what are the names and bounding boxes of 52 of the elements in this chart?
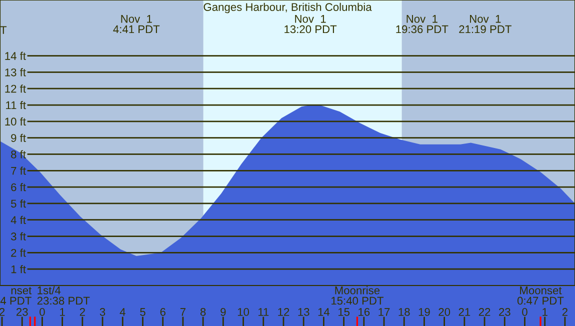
y-tick-label: 5 ft: [11, 199, 26, 208]
chart-title: Ganges Harbour, British Columbia: [204, 2, 372, 14]
x-tick-label: 2: [80, 308, 85, 316]
y-tick-label: 14 ft: [5, 52, 26, 60]
x-tick-label: 0: [40, 308, 45, 316]
y-tick-label: 13 ft: [5, 68, 26, 76]
annotation: Nov 1 4:41 PDT: [113, 15, 160, 34]
y-tick-label: 1 ft: [11, 265, 26, 274]
x-tick-label: 18: [398, 308, 410, 316]
x-tick-label: 17: [378, 308, 390, 316]
x-tick-label: 0: [522, 308, 528, 316]
x-tick-label: 5: [140, 308, 146, 316]
y-tick-label: 4 ft: [10, 216, 26, 224]
y-tick-label: 9 ft: [11, 134, 26, 142]
ref-line-label: 1st/4 23:38 PDT: [37, 286, 90, 305]
y-tick-label: 2 ft: [11, 248, 26, 257]
y-tick-label: 11 ft: [6, 101, 26, 110]
annotation: T: [0, 26, 7, 34]
y-tick-label: 12 ft: [5, 84, 26, 93]
y-tick-label: 7 ft: [11, 166, 26, 175]
y-tick-label: 3 ft: [10, 232, 26, 240]
x-tick-label: 10: [238, 308, 250, 316]
y-tick-label: 6 ft: [11, 183, 26, 192]
x-tick-label: 16: [358, 308, 370, 316]
ref-line-label: Moonrise 15:40 PDT: [331, 286, 384, 305]
x-tick-label: 12: [278, 308, 290, 316]
x-tick-label: 3: [100, 308, 106, 316]
x-tick-label: 20: [438, 308, 450, 316]
x-tick-label: 6: [160, 308, 166, 316]
y-tick-label: 10 ft: [5, 117, 26, 126]
y-tick-label: 8 ft: [11, 150, 26, 158]
x-tick-label: 1: [542, 308, 548, 316]
x-tick-label: 23: [499, 308, 510, 316]
x-tick-label: 22: [478, 308, 490, 316]
x-tick-label: 15: [338, 308, 350, 316]
annotation: Nov 1 19:36 PDT: [396, 15, 448, 34]
x-tick-label: 2: [562, 308, 568, 316]
x-tick-label: 21: [458, 308, 470, 316]
annotation: Nov 1 21:19 PDT: [459, 15, 512, 34]
x-tick-label: 14: [318, 308, 330, 316]
x-tick-label: 11: [258, 308, 269, 316]
x-tick-label: 1: [60, 308, 65, 316]
x-tick-label: 23: [16, 308, 28, 316]
ref-line-label: Moonset 0:47 PDT: [517, 286, 564, 305]
annotation: Nov 1 13:20 PDT: [284, 15, 337, 34]
x-tick-label: 13: [298, 308, 310, 316]
x-tick-label: 9: [220, 308, 226, 316]
x-tick-label: 8: [200, 308, 206, 316]
ref-line-label: nset 4 PDT: [0, 287, 32, 305]
x-tick-label: 4: [120, 308, 126, 316]
x-tick-label: 7: [180, 308, 186, 316]
x-tick-label: 19: [418, 308, 430, 316]
